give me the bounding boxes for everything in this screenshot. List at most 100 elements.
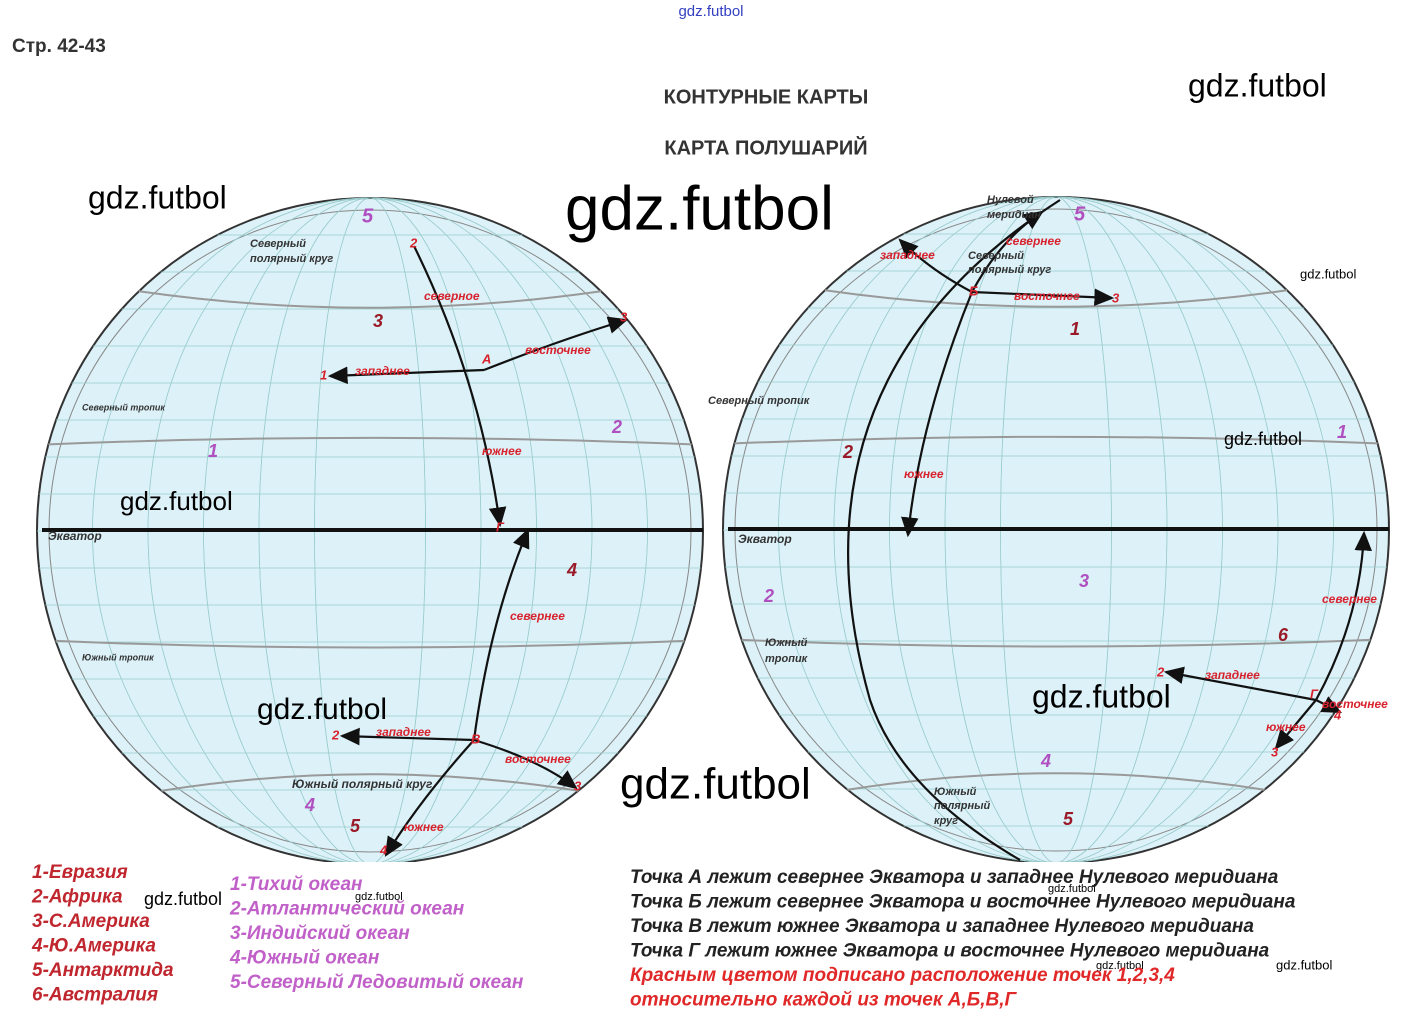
map-label: полярный круг (250, 253, 333, 265)
arrow (483, 316, 629, 372)
map-label: восточнее (525, 343, 591, 357)
map-label: Нулевой (987, 194, 1034, 206)
statement: Точка А лежит севернее Экватора и западн… (630, 867, 1279, 888)
map-label: восточнее (505, 752, 571, 766)
map-label: тропик (765, 653, 809, 665)
map-label: 3 (1079, 571, 1089, 591)
circle-line (48, 436, 692, 446)
arrow (339, 727, 475, 746)
circle-line (741, 638, 1371, 648)
watermark: gdz.futbol (257, 693, 387, 726)
arrow (327, 366, 485, 385)
map-label: восточнее (1014, 289, 1080, 303)
continent-item: 2-Африка (31, 887, 123, 908)
arrow (1315, 530, 1372, 701)
arrow (1274, 699, 1317, 750)
watermark: gdz.futbol (620, 760, 811, 809)
map-label: западнее (1205, 668, 1260, 682)
map-label: Северный (250, 238, 306, 250)
map-label: 2 (842, 442, 853, 462)
map-label: Южный полярный круг (292, 777, 433, 791)
continent-item: 5-Антарктида (32, 960, 174, 981)
map-label: 1 (1337, 422, 1347, 442)
map-label: Г (496, 519, 505, 534)
map-label: 3 (373, 311, 383, 331)
map-label: южнее (404, 820, 444, 834)
map-label: 2 (409, 235, 418, 250)
circle-line (138, 290, 602, 309)
arrow (1163, 666, 1317, 702)
map-label: 4 (1333, 707, 1342, 722)
maps (36, 196, 1390, 862)
map-label: 3 (574, 778, 582, 793)
arrow (901, 291, 974, 538)
map-label: севернее (510, 609, 565, 623)
ocean-item: 2-Атлантический океан (229, 899, 465, 920)
map-label: А (481, 351, 491, 366)
map-label: 4 (566, 560, 577, 580)
arrow (971, 288, 1115, 307)
ocean-item: 3-Индийский океан (230, 923, 410, 944)
map-label: Экватор (738, 532, 792, 546)
map-label: Б (969, 283, 978, 298)
ocean-item: 1-Тихий океан (230, 874, 363, 895)
watermark: gdz.futbol (565, 174, 834, 243)
map-label: южнее (1266, 720, 1306, 734)
map-label: меридиан (987, 209, 1041, 221)
ocean-item: 4-Южный океан (229, 948, 380, 969)
watermark: gdz.futbol (1276, 957, 1332, 972)
map-label: полярный круг (968, 264, 1051, 276)
map-label: 5 (362, 205, 374, 227)
arrows (327, 199, 1372, 861)
title: КОНТУРНЫЕ КАРТЫ (664, 86, 869, 108)
map-label: Северный тропик (82, 402, 165, 412)
circle-line (824, 289, 1288, 308)
map-label: 3 (1112, 290, 1120, 305)
map-label: Северный (968, 250, 1024, 262)
continent-item: 1-Евразия (32, 862, 128, 883)
map-label: Южный (765, 637, 808, 649)
watermark: gdz.futbol (1224, 429, 1302, 449)
circle-line (847, 772, 1265, 791)
map-label: Южный тропик (82, 652, 154, 662)
map-label: 2 (611, 417, 622, 437)
map-label: 4 (379, 842, 388, 857)
map-label: Г (1310, 686, 1319, 701)
page-number: Стр. 42-43 (12, 36, 106, 57)
ocean-item: 5-Северный Ледовитый океан (230, 972, 524, 993)
statement: Точка Б лежит севернее Экватора и восточ… (630, 892, 1296, 913)
map-label: 1 (320, 367, 327, 382)
watermark: gdz.futbol (88, 179, 227, 215)
continent-item: 6-Австралия (32, 985, 158, 1006)
watermark: gdz.futbol (1096, 960, 1144, 972)
arrow (473, 738, 578, 790)
meridian-line (847, 199, 1061, 861)
arrow (1315, 696, 1342, 713)
map-label: Экватор (48, 529, 102, 543)
watermark: gdz.futbol (1188, 67, 1327, 103)
map-label: 5 (1063, 809, 1074, 829)
map-label: 4 (304, 795, 315, 815)
arrow (898, 238, 973, 293)
site-link: gdz.futbol (678, 3, 743, 20)
watermark: gdz.futbol (1032, 678, 1171, 714)
circle-line (734, 435, 1378, 445)
watermark: gdz.futbol (1300, 266, 1356, 281)
watermark: gdz.futbol (1048, 883, 1096, 895)
watermark: gdz.futbol (144, 889, 222, 909)
map-label: Северный тропик (708, 395, 811, 407)
map-label: южнее (482, 444, 522, 458)
map-label: полярный (934, 800, 991, 812)
map-label: 3 (1271, 744, 1279, 759)
map-label: Южный (934, 786, 977, 798)
arrow (413, 245, 507, 528)
circle-line (161, 773, 579, 792)
statement: Точка Г лежит южнее Экватора и восточнее… (630, 941, 1270, 962)
map-label: 2 (763, 586, 774, 606)
map-label: севернее (1006, 234, 1061, 248)
map-label: 5 (1074, 203, 1086, 225)
arrow (472, 527, 530, 741)
map-label: южнее (904, 467, 944, 481)
map-label: западнее (355, 364, 410, 378)
continent-item: 3-С.Америка (32, 911, 150, 932)
